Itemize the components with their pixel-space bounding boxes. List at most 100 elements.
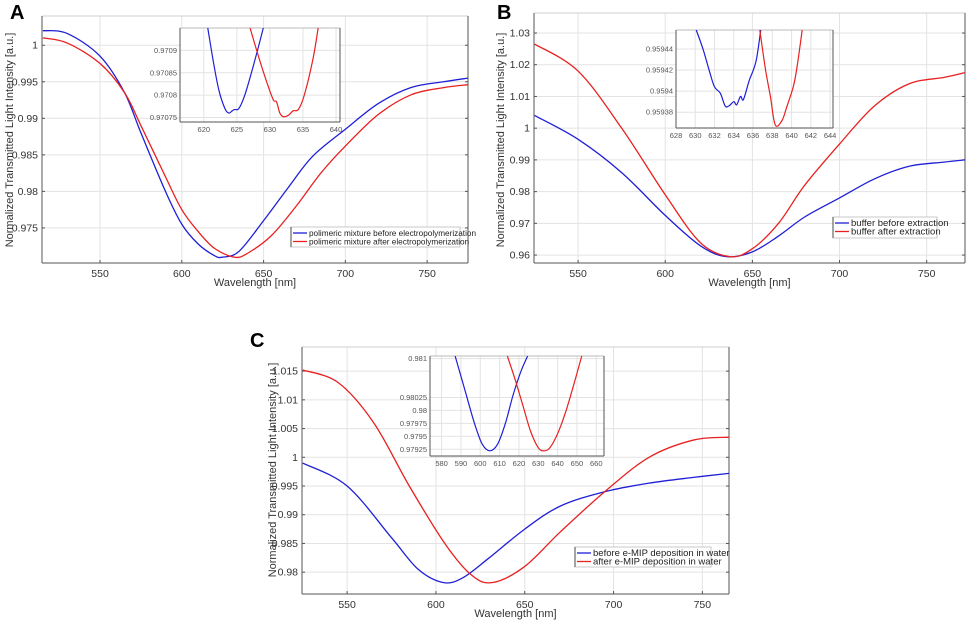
panel-a-inset-y-tick-label: 0.97085 xyxy=(150,68,177,77)
panel-c-x-tick-label: 650 xyxy=(516,599,534,611)
panel-c-x-tick-label: 550 xyxy=(338,599,356,611)
panel-b-x-tick-label: 600 xyxy=(656,268,674,280)
panel-c-inset-plot: 580 590 600 610 620 630 640 650 660 0.97925 0.9795… xyxy=(400,354,605,468)
panel-b-y-tick-label: 1.01 xyxy=(510,91,531,103)
panel-a-inset-y-tick-label: 0.9709 xyxy=(154,46,177,55)
panel-b-y-axis-label: Normalized Transmitted Light Intensity [… xyxy=(495,33,507,248)
panel-c-x-tick-label: 600 xyxy=(427,599,445,611)
panel-a-y-tick-label: 0.99 xyxy=(18,113,39,125)
panel-b-y-tick-label: 0.97 xyxy=(510,218,531,230)
panel-a-y-tick-label: 1 xyxy=(32,40,38,52)
panel-a-legend-label-before: polimeric mixture before electropolymeri… xyxy=(309,229,476,238)
panel-c-inset-x-tick-label: 630 xyxy=(532,459,545,468)
panel-b: B 550 600 650 700 750 0.96 0.97 0.98 0.99 1 1.01 1.… xyxy=(495,2,966,289)
panel-c-inset-y-tick-label: 0.98 xyxy=(412,406,427,415)
panel-a-inset-x-tick-label: 620 xyxy=(198,125,211,134)
panel-c-y-axis-label: Normalized Transmitted Light Intensity [… xyxy=(267,363,279,578)
panel-c-inset-x-tick-label: 620 xyxy=(513,459,526,468)
panel-a-legend: polimeric mixture before electropolymeri… xyxy=(290,226,476,248)
panel-c-y-tick-label: 1 xyxy=(292,452,298,464)
panel-letter-b: B xyxy=(497,2,511,24)
panel-c-inset-series-before-line xyxy=(454,356,529,452)
panel-c-x-tick-label: 700 xyxy=(605,599,623,611)
panel-a: A 550 600 650 700 750 0.975 0.98 0.985 0.99 0.995… xyxy=(4,2,476,289)
panel-c-y-tick-label: 0.995 xyxy=(272,481,298,493)
panel-b-inset-x-tick-label: 628 xyxy=(670,131,683,140)
panel-c-x-tick-label: 750 xyxy=(694,599,712,611)
panel-b-x-axis-label: Wavelength [nm] xyxy=(708,277,790,289)
panel-c-series-before-line xyxy=(302,462,729,584)
panel-b-inset-x-tick-label: 630 xyxy=(689,131,702,140)
panel-a-y-tick-label: 0.98 xyxy=(18,186,39,198)
panel-b-x-tick-label: 750 xyxy=(918,268,936,280)
panel-c-inset-x-tick-label: 660 xyxy=(590,459,603,468)
panel-b-x-tick-label: 650 xyxy=(744,268,762,280)
panel-a-x-tick-label: 700 xyxy=(337,268,355,280)
panel-c-inset-x-tick-label: 600 xyxy=(474,459,487,468)
panel-c-y-tick-label: 0.99 xyxy=(278,509,299,521)
panel-c-x-axis-label: Wavelength [nm] xyxy=(474,608,556,620)
panel-c-inset-x-tick-label: 610 xyxy=(493,459,506,468)
panel-b-y-tick-label: 1.02 xyxy=(510,59,531,71)
panel-c-inset-y-tick-label: 0.97975 xyxy=(400,419,427,428)
panel-c-legend-label-before: before e-MIP deposition in water xyxy=(593,548,730,559)
panel-b-series-after-line xyxy=(534,43,965,258)
panel-c-inset-background xyxy=(430,356,604,456)
panel-c-inset-x-tick-label: 650 xyxy=(571,459,584,468)
panel-a-x-tick-label: 750 xyxy=(418,268,436,280)
panel-a-inset-x-tick-label: 635 xyxy=(297,125,310,134)
panel-b-legend-label-after: buffer after extraction xyxy=(851,227,941,238)
panel-a-inset-background xyxy=(180,28,340,122)
panel-a-x-tick-label: 550 xyxy=(91,268,109,280)
panel-b-x-tick-label: 700 xyxy=(831,268,849,280)
panel-a-series-after-line xyxy=(42,37,468,259)
panel-letter-c: C xyxy=(250,330,264,352)
panel-b-inset-x-tick-label: 638 xyxy=(766,131,779,140)
panel-a-inset-x-tick-label: 630 xyxy=(264,125,277,134)
panel-c-inset-series-after-line xyxy=(506,356,583,452)
panel-b-series-before-line xyxy=(534,114,965,258)
panel-c: C 550 600 650 700 750 0.98 0.985 0.99 0.995 1 1.00… xyxy=(250,330,730,620)
panel-c-inset-y-tick-label: 0.98025 xyxy=(400,393,427,402)
panel-c-inset-x-tick-label: 580 xyxy=(435,459,448,468)
panel-a-y-tick-label: 0.975 xyxy=(12,222,38,234)
panel-c-inset-y-tick-label: 0.97925 xyxy=(400,445,427,454)
panel-b-inset-series-before-line xyxy=(695,30,762,108)
panel-b-inset-y-tick-label: 0.95944 xyxy=(646,44,673,53)
panel-b-inset-x-tick-label: 636 xyxy=(747,131,760,140)
panel-b-inset-x-tick-label: 634 xyxy=(728,131,741,140)
panel-b-inset-series-after-line xyxy=(759,30,803,127)
panel-c-y-tick-label: 1.005 xyxy=(272,423,298,435)
panel-c-series-after-line xyxy=(302,369,729,584)
panel-a-y-tick-label: 0.985 xyxy=(12,149,38,161)
panel-b-y-tick-label: 0.96 xyxy=(510,250,531,262)
panel-a-main-plot: 550 600 650 700 750 0.975 0.98 0.985 0.99 0.995 1 W… xyxy=(4,15,469,289)
panel-b-inset-x-tick-label: 632 xyxy=(708,131,721,140)
panel-a-y-axis-label: Normalized Transmitted Light Intensity [… xyxy=(4,33,16,248)
panel-letter-a: A xyxy=(10,2,24,24)
panel-a-legend-label-after: polimeric mixture after electropolymeriz… xyxy=(309,238,470,247)
panel-c-y-tick-label: 0.98 xyxy=(278,567,299,579)
panel-b-y-tick-label: 1 xyxy=(524,123,530,135)
panel-b-inset-y-tick-label: 0.95938 xyxy=(646,108,673,117)
panel-b-inset-x-tick-label: 640 xyxy=(785,131,798,140)
panel-b-y-tick-label: 0.99 xyxy=(510,154,531,166)
panel-a-inset-x-tick-label: 625 xyxy=(231,125,244,134)
panel-c-legend-label-after: after e-MIP deposition in water xyxy=(593,557,722,568)
panel-b-legend-label-before: buffer before extraction xyxy=(851,218,949,229)
panel-a-y-tick-label: 0.995 xyxy=(12,76,38,88)
panel-c-y-tick-label: 0.985 xyxy=(272,538,298,550)
panel-b-inset-x-tick-label: 642 xyxy=(805,131,818,140)
panel-c-main-plot: 550 600 650 700 750 0.98 0.985 0.99 0.995 1 1.005 1… xyxy=(267,346,730,620)
panel-a-inset-series-after-line xyxy=(249,28,319,118)
panel-b-inset-y-tick-label: 0.95942 xyxy=(646,66,673,75)
panel-c-y-tick-label: 1.01 xyxy=(278,394,299,406)
panel-b-inset-background xyxy=(676,30,833,128)
panel-b-x-tick-label: 550 xyxy=(569,268,587,280)
panel-a-x-tick-label: 600 xyxy=(173,268,191,280)
panel-a-inset-y-tick-label: 0.97075 xyxy=(150,113,177,122)
panel-a-x-tick-label: 650 xyxy=(255,268,273,280)
